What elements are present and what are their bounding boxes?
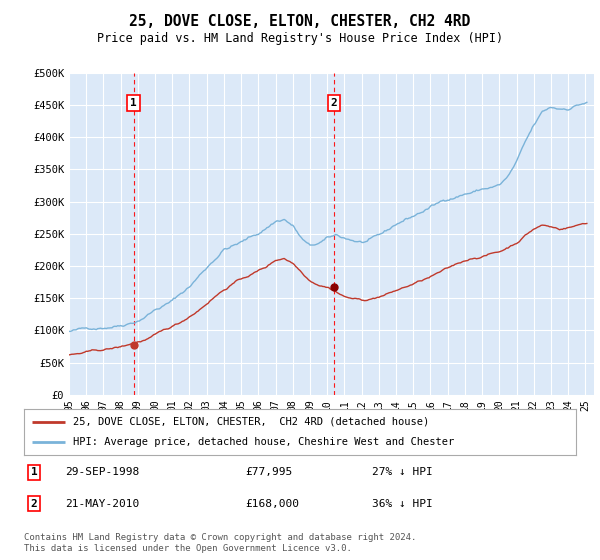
Text: Contains HM Land Registry data © Crown copyright and database right 2024.
This d: Contains HM Land Registry data © Crown c…: [24, 533, 416, 553]
Text: Price paid vs. HM Land Registry's House Price Index (HPI): Price paid vs. HM Land Registry's House …: [97, 32, 503, 45]
Text: 1: 1: [130, 98, 137, 108]
Text: 25, DOVE CLOSE, ELTON, CHESTER, CH2 4RD: 25, DOVE CLOSE, ELTON, CHESTER, CH2 4RD: [130, 14, 470, 29]
Text: 2: 2: [331, 98, 337, 108]
Text: 21-MAY-2010: 21-MAY-2010: [65, 499, 140, 508]
Text: £77,995: £77,995: [245, 468, 292, 478]
Text: 1: 1: [31, 468, 37, 478]
Text: 27% ↓ HPI: 27% ↓ HPI: [372, 468, 433, 478]
Text: HPI: Average price, detached house, Cheshire West and Chester: HPI: Average price, detached house, Ches…: [73, 437, 454, 447]
Text: 2: 2: [31, 499, 37, 508]
Text: 29-SEP-1998: 29-SEP-1998: [65, 468, 140, 478]
Text: 25, DOVE CLOSE, ELTON, CHESTER,  CH2 4RD (detached house): 25, DOVE CLOSE, ELTON, CHESTER, CH2 4RD …: [73, 417, 429, 427]
Text: £168,000: £168,000: [245, 499, 299, 508]
Text: 36% ↓ HPI: 36% ↓ HPI: [372, 499, 433, 508]
